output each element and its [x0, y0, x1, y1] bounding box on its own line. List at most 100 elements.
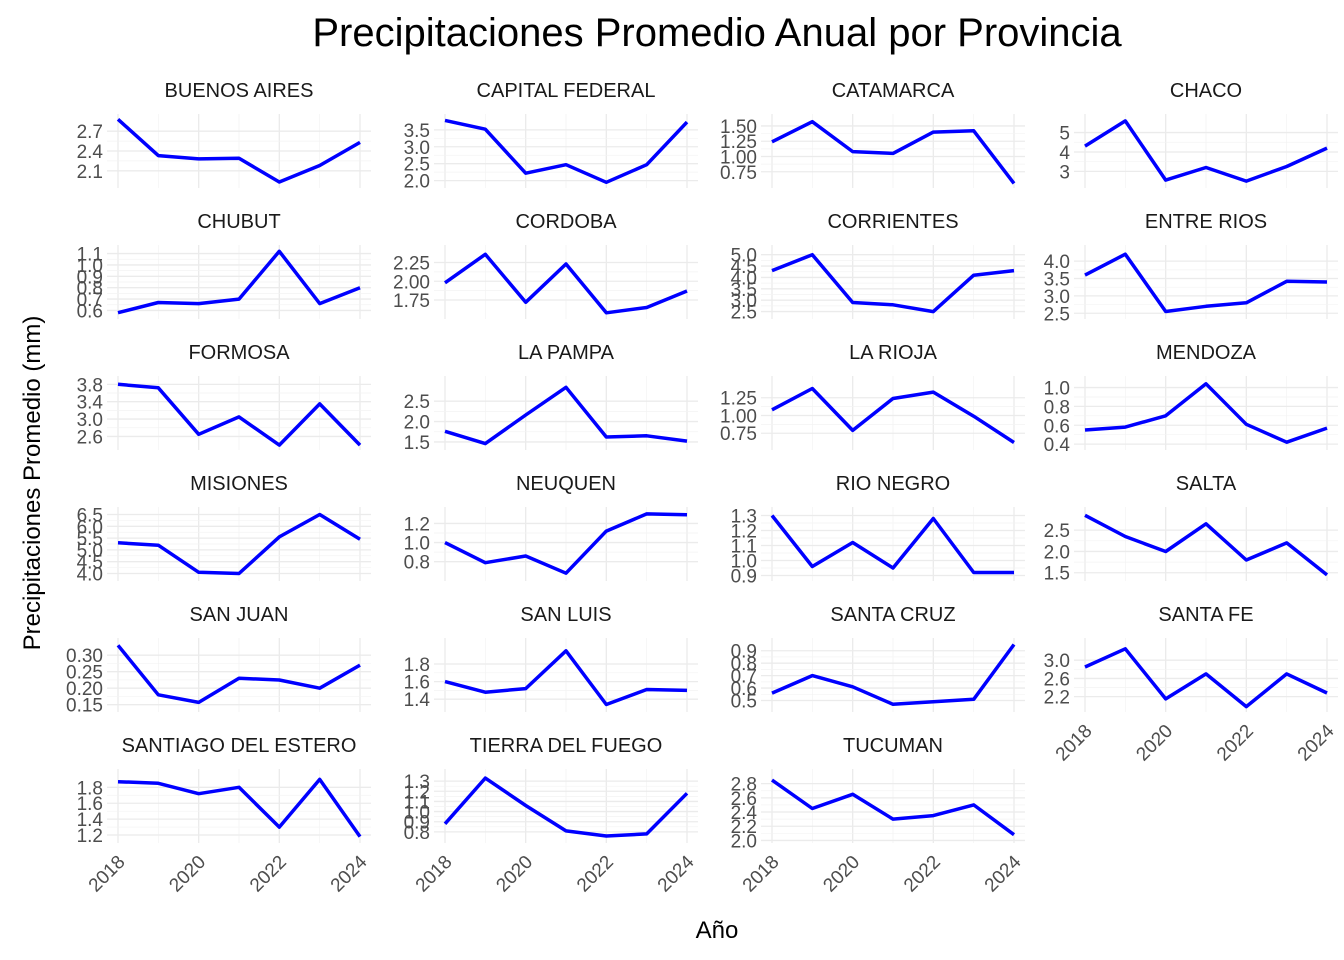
facet-strip-label: ENTRE RIOS	[1145, 211, 1267, 233]
y-tick-label: 3.5	[731, 280, 757, 301]
x-tick-label: 2020	[1132, 721, 1177, 766]
panel-neuquen: 0.81.01.2 NEUQUEN	[404, 473, 698, 581]
series-line	[443, 776, 689, 838]
y-tick-label: 2.0	[731, 831, 757, 852]
panel-misiones: 4.04.55.05.56.06.5 MISIONES	[77, 473, 371, 585]
facet-strip-label: TUCUMAN	[843, 735, 943, 757]
y-tick-label: 0.75	[720, 424, 757, 445]
y-tick-label: 2.4	[731, 803, 758, 824]
series-line	[443, 252, 688, 315]
y-tick-label: 0.9	[731, 567, 757, 588]
panel-entre-rios: 2.53.03.54.0 ENTRE RIOS	[1044, 211, 1338, 325]
panel-mendoza: 0.40.60.81.0 MENDOZA	[1044, 342, 1338, 456]
y-tick-label: 1.0	[404, 534, 430, 555]
y-tick-label: 0.7	[731, 667, 757, 688]
panel-san-luis: 1.41.61.8 SAN LUIS	[404, 604, 698, 712]
y-tick-label: 0.6	[77, 301, 103, 322]
x-tick-label: 2024	[327, 851, 372, 896]
facet-strip-label: SAN LUIS	[520, 604, 611, 626]
y-tick-label: 0.9	[404, 813, 430, 834]
y-tick-label: 1.1	[404, 792, 430, 813]
y-tick-label: 1.4	[404, 690, 431, 711]
y-tick-label: 0.6	[1044, 416, 1070, 437]
y-tick-label: 1.0	[731, 552, 757, 573]
y-tick-label: 1.5	[404, 433, 430, 454]
y-tick-label: 1.2	[77, 826, 103, 847]
x-tick-label: 2020	[492, 852, 537, 897]
x-tick-label: 2022	[246, 852, 291, 897]
y-tick-label: 4.0	[1044, 252, 1070, 273]
panel-san-juan: 0.150.200.250.30 SAN JUAN	[66, 604, 371, 717]
y-tick-label: 0.30	[66, 646, 103, 667]
y-tick-label: 2.1	[77, 162, 103, 183]
series-line	[1084, 382, 1328, 444]
y-tick-label: 1.0	[404, 803, 430, 824]
y-tick-label: 0.9	[77, 267, 103, 288]
y-tick-label: 5.0	[77, 541, 103, 562]
panel-santiago-del-estero: 1.21.41.61.8 SANTIAGO DEL ESTERO 2018 2020 2…	[77, 735, 372, 896]
y-tick-label: 1.2	[404, 514, 430, 535]
y-tick-label: 2.5	[404, 155, 430, 176]
x-tick-label: 2024	[654, 851, 699, 896]
series-line	[444, 649, 688, 707]
y-tick-label: 5.0	[731, 246, 757, 267]
y-tick-label: 1.4	[77, 810, 104, 831]
panel-chaco: 345 CHACO	[1059, 80, 1338, 188]
y-tick-label: 0.20	[66, 679, 103, 700]
y-tick-label: 0.8	[1044, 397, 1070, 418]
series-line	[770, 778, 1016, 837]
x-axis-title: Año	[696, 917, 739, 944]
y-tick-label: 2.7	[77, 122, 103, 143]
series-line	[1084, 119, 1328, 183]
facet-strip-label: SANTA FE	[1158, 604, 1253, 626]
y-tick-label: 3.4	[77, 393, 104, 414]
y-tick-label: 1.5	[1044, 564, 1070, 585]
facet-strip-label: FORMOSA	[188, 342, 290, 364]
y-tick-label: 1.3	[731, 507, 757, 528]
panel-tucuman: 2.02.22.42.62.8 TUCUMAN 2018 2020 2022 2024	[731, 735, 1026, 896]
y-tick-label: 0.9	[731, 642, 757, 663]
panel-salta: 1.52.02.5 SALTA	[1044, 473, 1338, 585]
y-tick-label: 1.2	[404, 782, 430, 803]
series-line	[771, 643, 1016, 707]
y-tick-label: 1.3	[404, 772, 430, 793]
facet-strip-label: SALTA	[1176, 473, 1237, 495]
series-line	[117, 249, 361, 315]
y-tick-label: 1.0	[77, 256, 103, 277]
series-line	[1084, 252, 1328, 314]
y-tick-label: 3.0	[1044, 651, 1070, 672]
y-tick-label: 0.8	[404, 823, 430, 844]
x-tick-label: 2024	[981, 851, 1026, 896]
y-tick-label: 0.5	[731, 692, 757, 713]
chart-title: Precipitaciones Promedio Anual por Provi…	[312, 11, 1122, 55]
panel-rio-negro: 0.91.01.11.21.3 RIO NEGRO	[731, 473, 1025, 588]
panel-chubut: 0.60.70.80.91.01.1 CHUBUT	[77, 211, 371, 322]
series-line	[771, 119, 1016, 185]
y-tick-label: 2.6	[1044, 669, 1070, 690]
y-tick-label: 1.6	[404, 673, 430, 694]
series-line	[1084, 647, 1328, 709]
y-tick-label: 0.15	[66, 696, 103, 717]
y-tick-label: 1.1	[77, 245, 103, 266]
series-line	[117, 512, 361, 576]
x-tick-label: 2018	[1052, 721, 1097, 766]
y-tick-label: 1.50	[720, 117, 757, 138]
series-line	[117, 382, 362, 447]
series-line	[117, 777, 362, 838]
y-tick-label: 0.8	[404, 553, 430, 574]
y-tick-label: 1.8	[404, 655, 430, 676]
y-tick-label: 2.5	[404, 392, 430, 413]
x-tick-label: 2018	[85, 852, 130, 897]
y-tick-label: 3.0	[1044, 287, 1070, 308]
y-tick-label: 2.6	[77, 427, 103, 448]
series-line	[444, 512, 688, 575]
x-tick-label: 2018	[412, 852, 457, 897]
y-tick-label: 1.1	[731, 537, 757, 558]
series-line	[771, 386, 1015, 444]
y-tick-label: 0.75	[720, 163, 757, 184]
panel-la-pampa: 1.52.02.5 LA PAMPA	[404, 342, 698, 454]
facet-strip-label: CHACO	[1170, 80, 1242, 102]
y-tick-label: 3	[1059, 162, 1070, 183]
